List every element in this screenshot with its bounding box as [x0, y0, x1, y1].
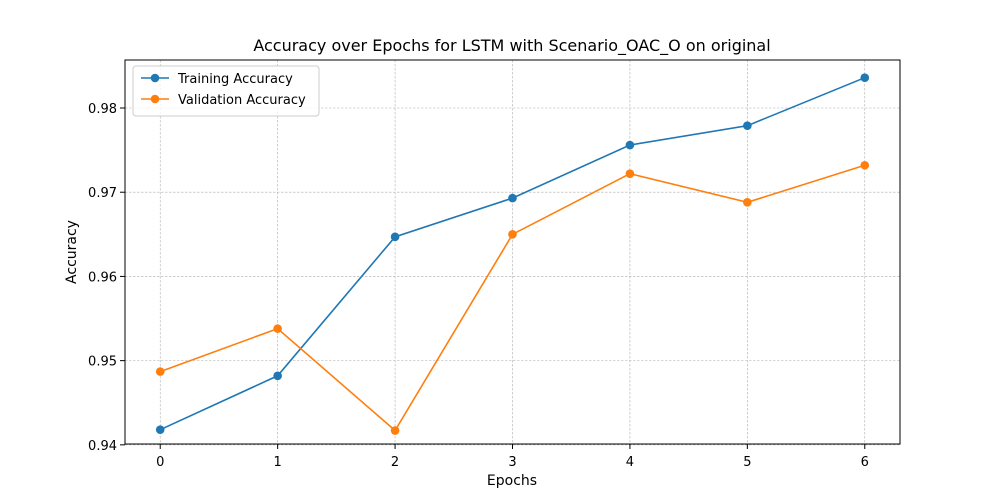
- x-tick-label: 6: [861, 455, 869, 470]
- data-point: [860, 160, 870, 170]
- data-point: [390, 426, 400, 435]
- data-point: [625, 140, 635, 150]
- data-point: [273, 371, 282, 381]
- data-point: [743, 121, 752, 130]
- legend: Training Accuracy Validation Accuracy: [132, 65, 320, 117]
- x-axis-title: Epochs: [487, 473, 537, 489]
- data-point: [390, 232, 400, 242]
- x-tick-label: 0: [156, 455, 164, 470]
- x-tick-label: 5: [743, 455, 751, 470]
- legend-label: Training Accuracy: [177, 72, 293, 87]
- y-tick-label: 0.95: [88, 355, 117, 370]
- ticks: 0 1 2 3 4 5 6 0.94 0.95 0.96 0.97 0.98: [88, 102, 869, 470]
- x-tick-label: 1: [274, 455, 282, 470]
- y-tick-label: 0.97: [88, 186, 117, 201]
- data-point: [860, 73, 870, 82]
- x-tick-label: 4: [626, 455, 634, 470]
- x-tick-label: 3: [508, 455, 516, 470]
- data-point: [273, 324, 282, 333]
- y-tick-label: 0.98: [88, 102, 117, 117]
- data-point: [155, 367, 165, 376]
- legend-swatch-marker: [150, 94, 160, 104]
- chart-title: Accuracy over Epochs for LSTM with Scena…: [253, 36, 770, 56]
- data-point: [508, 193, 517, 203]
- data-point: [625, 169, 635, 178]
- y-tick-label: 0.96: [88, 270, 117, 285]
- data-point: [155, 425, 165, 434]
- legend-label: Validation Accuracy: [178, 93, 306, 108]
- series-layer: [155, 73, 870, 435]
- data-point: [508, 230, 517, 239]
- y-tick-label: 0.94: [88, 439, 117, 454]
- legend-box: [132, 65, 320, 117]
- x-tick-label: 2: [391, 455, 399, 470]
- y-axis-title: Accuracy: [64, 220, 80, 284]
- data-point: [743, 198, 752, 207]
- legend-swatch-marker: [150, 73, 160, 83]
